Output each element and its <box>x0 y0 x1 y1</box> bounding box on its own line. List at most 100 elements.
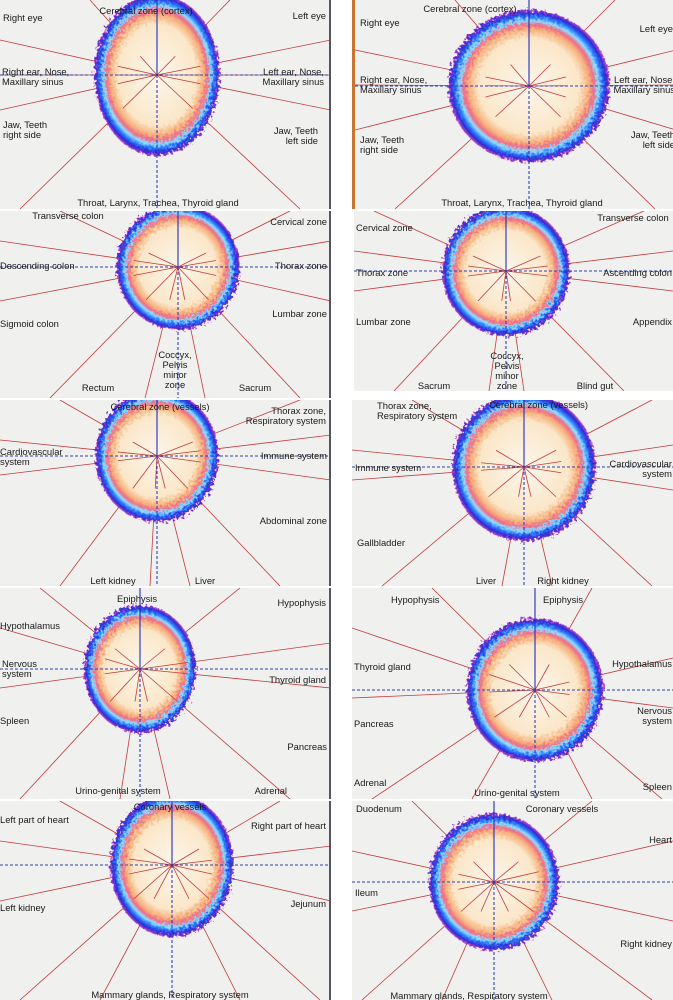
aura-panel-7: Epiphysis Hypophysis Hypothalamus Nervous s… <box>0 588 331 799</box>
sector-line-inner <box>177 266 217 276</box>
sector-line-inner <box>485 85 530 98</box>
aura-sector-chart <box>354 211 673 391</box>
sector-line-inner <box>109 668 141 702</box>
sector-line-inner <box>460 881 495 912</box>
aura-panel-9: Coronary vessels Left part of heart Right … <box>0 801 331 1000</box>
aura-sector-chart <box>0 0 329 209</box>
sector-line-inner <box>518 689 536 718</box>
sector-line-inner <box>171 864 190 899</box>
sector-line-inner <box>493 881 539 893</box>
aura-sector-chart <box>0 588 329 799</box>
sector-line-inner <box>133 864 173 900</box>
sector-line-inner <box>493 881 534 912</box>
sector-line-inner <box>133 260 179 268</box>
sector-line-inner <box>134 668 141 702</box>
sector-line-inner <box>171 848 200 866</box>
sector-line-inner <box>171 859 212 866</box>
sector-line-inner <box>534 689 570 695</box>
sector-line-inner <box>156 55 176 76</box>
aura-sector-chart <box>0 400 329 586</box>
aura-glow <box>115 211 241 331</box>
sector-line-inner <box>139 668 178 702</box>
sector-line-inner <box>132 441 158 457</box>
sector-line-inner <box>156 455 189 489</box>
aura-glow <box>109 801 235 938</box>
sector-line-inner <box>495 85 530 118</box>
sector-line-inner <box>534 681 570 691</box>
aura-sector-chart <box>352 801 673 1000</box>
sector-line-inner <box>505 265 548 272</box>
sector-line-inner <box>510 64 530 87</box>
sector-line-inner <box>171 864 210 900</box>
aura-panel-3: Transverse colon Cervical zone Descending … <box>0 211 331 398</box>
sector-line-inner <box>117 455 158 462</box>
sector-line-inner <box>458 881 495 890</box>
sector-line-inner <box>128 858 173 866</box>
aura-panel-1: Cerebral zone (cortex) Right eye Left eye R… <box>0 0 331 209</box>
sector-line-inner <box>501 270 507 302</box>
sector-line-inner <box>493 871 539 883</box>
sector-line-inner <box>534 664 550 691</box>
sector-line-inner <box>177 252 207 268</box>
aura-panel-8: Hypophysis Epiphysis Thyroid gland Hypothal… <box>352 588 673 799</box>
sector-line-inner <box>177 266 186 300</box>
sector-line-inner <box>528 85 566 98</box>
sector-line-inner <box>104 668 141 675</box>
sector-line-inner <box>505 270 511 302</box>
sector-line-inner <box>145 266 179 301</box>
sector-line-inner <box>156 450 201 457</box>
sector-line-inner <box>148 252 179 268</box>
sector-line-inner <box>156 455 201 463</box>
sector-line-inner <box>505 270 548 277</box>
sector-line-inner <box>480 462 525 468</box>
sector-line-inner <box>528 76 566 87</box>
sector-line-inner <box>523 449 557 468</box>
sector-line-inner <box>128 864 173 875</box>
aura-panel-5: Cerebral zone (vessels) Thorax zone, Resp… <box>0 400 331 586</box>
aura-panel-10: Duodenum Coronary vessels Heart Ileum Right … <box>352 801 673 1000</box>
sector-line-inner <box>171 864 212 875</box>
sector-line-inner <box>505 270 536 302</box>
sector-line-inner <box>494 689 536 718</box>
aura-sector-chart <box>352 588 673 799</box>
sector-line-inner <box>156 65 201 76</box>
sector-line-inner <box>177 260 217 268</box>
sector-line-inner <box>139 662 188 670</box>
aura-glow <box>93 0 221 157</box>
sector-line-inner <box>505 255 541 272</box>
sector-line-inner <box>156 74 201 85</box>
sector-line-inner <box>508 664 536 691</box>
sector-line-inner <box>132 455 158 489</box>
sector-line-inner <box>493 881 509 912</box>
aura-sector-chart <box>355 0 673 209</box>
sector-line-inner <box>523 461 562 468</box>
aura-panel-4: Cervical zone Transverse colon Thorax zone… <box>354 211 673 391</box>
sector-line-inner <box>467 265 507 272</box>
sector-line-inner <box>139 55 158 76</box>
sector-line-inner <box>117 65 158 76</box>
sector-line-inner <box>523 466 557 498</box>
sector-line-inner <box>495 449 525 468</box>
sector-line-inner <box>489 674 536 691</box>
sector-line-inner <box>480 881 495 912</box>
sector-line-inner <box>156 74 194 109</box>
sector-line-inner <box>133 266 179 276</box>
sector-line-inner <box>477 270 507 302</box>
sector-line-inner <box>473 861 495 883</box>
sector-line-inner <box>139 668 148 702</box>
sector-line-inner <box>139 648 166 670</box>
sector-line-inner <box>169 266 179 300</box>
sector-line-inner <box>485 76 530 87</box>
sector-line-inner <box>472 255 507 272</box>
sector-line-inner <box>177 266 209 301</box>
aura-sector-chart <box>0 211 329 398</box>
sector-line-inner <box>518 466 525 497</box>
sector-line-inner <box>488 466 525 498</box>
sector-line-inner <box>467 270 507 277</box>
sector-line-inner <box>117 74 158 85</box>
sector-line-inner <box>528 64 551 87</box>
sector-line-inner <box>534 689 568 718</box>
sector-line-inner <box>114 648 141 670</box>
sector-line-inner <box>139 668 188 675</box>
aura-panel-2: Cerebral zone (cortex) Right eye Left eye R… <box>352 0 673 209</box>
